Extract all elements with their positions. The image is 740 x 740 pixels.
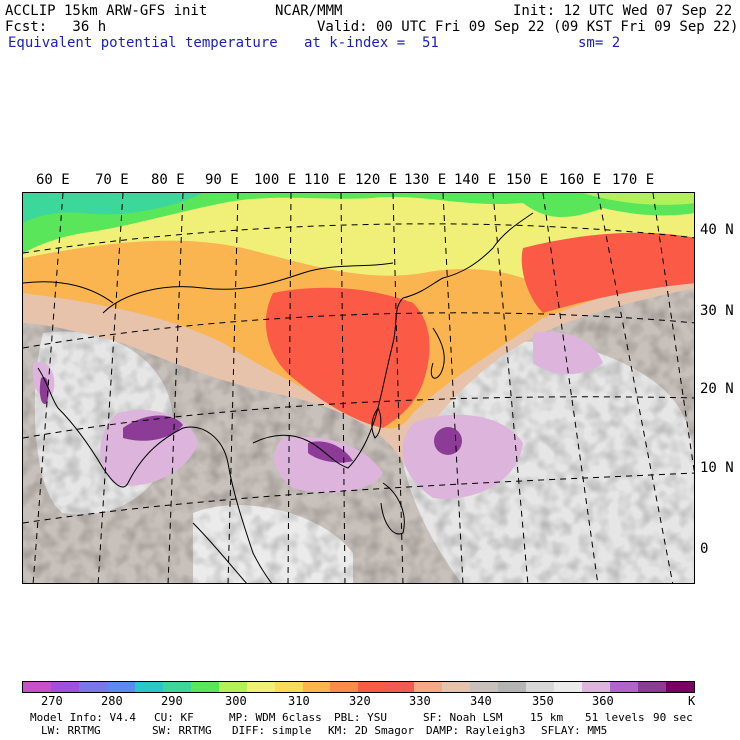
institution-label: NCAR/MMM xyxy=(275,3,343,19)
lon-label: 110 E xyxy=(304,172,347,188)
microphysics-scheme: MP: WDM 6class xyxy=(229,711,322,724)
surface-scheme: SF: Noah LSM xyxy=(423,711,503,724)
lon-label: 140 E xyxy=(454,172,497,188)
lon-label: 70 E xyxy=(95,172,129,188)
colorbar-swatch xyxy=(78,682,107,692)
lon-label: 120 E xyxy=(355,172,398,188)
km-option: KM: 2D Smagor xyxy=(328,724,415,737)
purple-field xyxy=(39,377,462,463)
colorbar-label: 330 xyxy=(409,694,431,708)
lon-label: 170 E xyxy=(612,172,655,188)
lat-label: 20 N xyxy=(700,381,734,397)
green-field xyxy=(23,193,694,253)
diffusion-scheme: DIFF: simple xyxy=(232,724,312,737)
lon-label: 100 E xyxy=(254,172,297,188)
lat-label: 10 N xyxy=(700,460,734,476)
model-title: ACCLIP 15km ARW-GFS init xyxy=(5,3,208,19)
colorbar-swatch xyxy=(246,682,275,692)
red-field-pacific xyxy=(521,232,694,313)
colorbar-swatch xyxy=(554,682,583,692)
colorbar-swatch xyxy=(414,682,443,692)
lon-label: 90 E xyxy=(205,172,239,188)
colorbar-swatch xyxy=(274,682,303,692)
colorbar-label: 290 xyxy=(161,694,183,708)
colorbar-swatch xyxy=(162,682,191,692)
lon-label: 60 E xyxy=(36,172,70,188)
theta-e-map xyxy=(22,192,695,584)
colorbar-swatch xyxy=(665,682,694,692)
colorbar-swatch xyxy=(582,682,611,692)
lon-label: 150 E xyxy=(506,172,549,188)
lon-label: 80 E xyxy=(151,172,185,188)
lat-label: 0 xyxy=(700,541,709,557)
colorbar xyxy=(22,681,695,693)
colorbar-label: 310 xyxy=(288,694,310,708)
init-time: Init: 12 UTC Wed 07 Sep 22 xyxy=(513,3,733,19)
colorbar-label: 360 xyxy=(592,694,614,708)
colorbar-label: 340 xyxy=(470,694,492,708)
colorbar-swatch xyxy=(526,682,555,692)
surface-layer-option: SFLAY: MM5 xyxy=(541,724,608,737)
level-index: at k-index = 51 xyxy=(304,35,439,51)
lon-label: 160 E xyxy=(559,172,602,188)
lon-label: 130 E xyxy=(404,172,447,188)
damping-option: DAMP: Rayleigh3 xyxy=(426,724,526,737)
graticule xyxy=(23,193,694,583)
longwave-scheme: LW: RRTMG xyxy=(41,724,101,737)
lat-label: 30 N xyxy=(700,303,734,319)
colorbar-swatch xyxy=(330,682,359,692)
colorbar-swatch xyxy=(637,682,666,692)
time-step: 90 sec xyxy=(653,711,693,724)
coastlines xyxy=(23,212,534,583)
cumulus-scheme: CU: KF xyxy=(154,711,194,724)
colorbar-swatch xyxy=(386,682,415,692)
colorbar-label: 300 xyxy=(225,694,247,708)
vertical-levels: 51 levels xyxy=(585,711,645,724)
colorbar-swatch xyxy=(358,682,387,692)
colorbar-label: 320 xyxy=(349,694,371,708)
model-version: Model Info: V4.4 xyxy=(30,711,136,724)
colorbar-swatch xyxy=(218,682,247,692)
valid-time: Valid: 00 UTC Fri 09 Sep 22 (09 KST Fri … xyxy=(317,19,739,35)
colorbar-swatch xyxy=(470,682,499,692)
colorbar-swatch xyxy=(302,682,331,692)
colorbar-label: 280 xyxy=(101,694,123,708)
red-field-china xyxy=(265,287,430,428)
colorbar-swatch xyxy=(23,682,51,692)
colorbar-swatch xyxy=(134,682,163,692)
colorbar-label: 270 xyxy=(41,694,63,708)
colorbar-swatch xyxy=(442,682,471,692)
colorbar-swatch xyxy=(498,682,527,692)
colorbar-swatch xyxy=(106,682,135,692)
colorbar-swatch xyxy=(610,682,638,692)
colorbar-swatch xyxy=(190,682,219,692)
grid-spacing: 15 km xyxy=(530,711,564,724)
smoothing-value: sm= 2 xyxy=(578,35,621,51)
colorbar-label: 350 xyxy=(532,694,554,708)
forecast-hour: Fcst: 36 h xyxy=(5,19,107,35)
pbl-scheme: PBL: YSU xyxy=(334,711,387,724)
shortwave-scheme: SW: RRTMG xyxy=(152,724,212,737)
colorbar-unit: K xyxy=(688,694,696,708)
colorbar-swatch xyxy=(50,682,79,692)
field-name: Equivalent potential temperature xyxy=(8,35,278,51)
lat-label: 40 N xyxy=(700,222,734,238)
